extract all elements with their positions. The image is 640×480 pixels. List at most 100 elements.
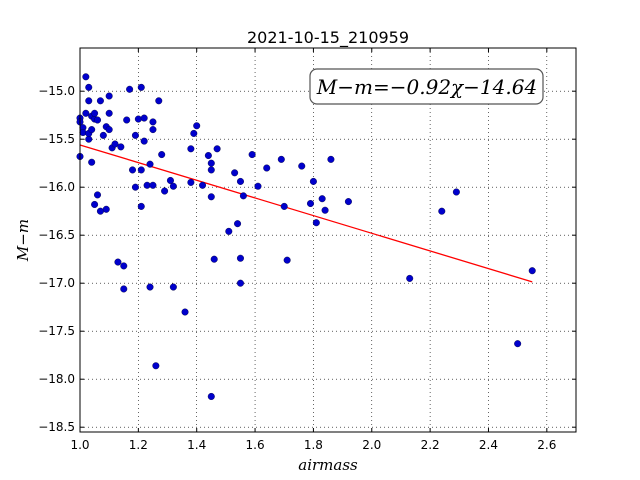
data-point (137, 202, 145, 210)
data-point (181, 308, 189, 316)
y-axis-label: M−m (14, 219, 32, 262)
data-point (236, 177, 244, 185)
data-point (149, 118, 157, 126)
data-point (114, 258, 122, 266)
y-tick-label: −17.5 (38, 324, 75, 338)
data-point (91, 109, 99, 117)
data-point (321, 206, 329, 214)
data-point (94, 191, 102, 199)
data-point (248, 151, 256, 159)
data-point (111, 140, 119, 148)
data-point (123, 116, 131, 124)
data-point (105, 92, 113, 100)
axis-ticks: 1.0 1.2 1.4 1.6 1.8 2.0 2.2 2.4 2.6 −15.0 −15.5 −16… (38, 48, 576, 452)
data-point (438, 207, 446, 215)
data-point (210, 255, 218, 263)
fit-equation-box: M−m=−0.92χ−14.64 (309, 68, 544, 105)
data-point (193, 122, 201, 130)
data-point (514, 340, 522, 348)
data-point (96, 207, 104, 215)
data-point (199, 181, 207, 189)
data-point (131, 131, 139, 139)
x-tick-label: 1.4 (187, 438, 206, 452)
data-point (152, 362, 160, 370)
y-tick-label: −18.0 (38, 372, 75, 386)
x-tick-label: 2.0 (362, 438, 381, 452)
data-point (344, 198, 352, 206)
data-point (105, 126, 113, 134)
data-point (134, 115, 142, 123)
x-tick-label: 2.6 (537, 438, 556, 452)
data-point (309, 177, 317, 185)
data-point (117, 143, 125, 151)
x-tick-label: 1.2 (129, 438, 148, 452)
data-point (120, 262, 128, 270)
data-point (143, 181, 151, 189)
data-point (82, 73, 90, 81)
data-point (120, 285, 128, 293)
data-point (91, 200, 99, 208)
data-point (239, 192, 247, 200)
data-point (149, 126, 157, 134)
data-point (263, 164, 271, 172)
data-point (88, 158, 96, 166)
data-point (254, 182, 262, 190)
data-point (161, 187, 169, 195)
data-point (105, 109, 113, 117)
x-tick-label: 1.8 (304, 438, 323, 452)
plot-area (80, 48, 576, 432)
y-tick-label: −16.0 (38, 180, 75, 194)
data-point (158, 151, 166, 159)
data-point (169, 182, 177, 190)
x-axis-label: airmass (298, 456, 358, 474)
data-point (96, 97, 104, 105)
plot-frame (79, 47, 577, 433)
data-point (79, 128, 87, 136)
x-tick-label: 1.6 (246, 438, 265, 452)
data-point (452, 188, 460, 196)
x-tick-label: 1.0 (70, 438, 89, 452)
y-tick-label: −15.0 (38, 84, 75, 98)
data-point (306, 200, 314, 208)
data-point (85, 97, 93, 105)
data-point (146, 160, 154, 168)
fit-line (79, 144, 533, 283)
data-point (318, 195, 326, 203)
data-point (207, 392, 215, 400)
data-point (190, 129, 198, 137)
data-point (82, 109, 90, 117)
data-point (225, 227, 233, 235)
data-point (102, 205, 110, 213)
data-point (231, 169, 239, 177)
data-point (204, 152, 212, 160)
data-point (187, 145, 195, 153)
chart-title: 2021-10-15_210959 (247, 28, 409, 48)
data-point (327, 155, 335, 163)
data-point (298, 162, 306, 170)
y-tick-label: −18.5 (38, 420, 75, 434)
y-tick-label: −16.5 (38, 228, 75, 242)
data-point (207, 166, 215, 174)
data-point (85, 83, 93, 91)
data-point (236, 279, 244, 287)
data-point (528, 267, 536, 275)
data-point (146, 283, 154, 291)
data-point (280, 202, 288, 210)
y-tick-label: −17.0 (38, 276, 75, 290)
equation-box-frame (309, 68, 544, 105)
data-point (312, 219, 320, 227)
data-point (149, 181, 157, 189)
data-point (140, 114, 148, 122)
data-point (129, 166, 137, 174)
data-point (277, 155, 285, 163)
data-point (213, 145, 221, 153)
data-point (94, 116, 102, 124)
fit-equation-label: M−m=−0.92χ−14.64 (316, 75, 537, 99)
data-point (126, 85, 134, 93)
data-point (207, 193, 215, 201)
data-point (187, 178, 195, 186)
data-point (234, 220, 242, 228)
data-point (169, 283, 177, 291)
fit-line-group (79, 144, 533, 283)
